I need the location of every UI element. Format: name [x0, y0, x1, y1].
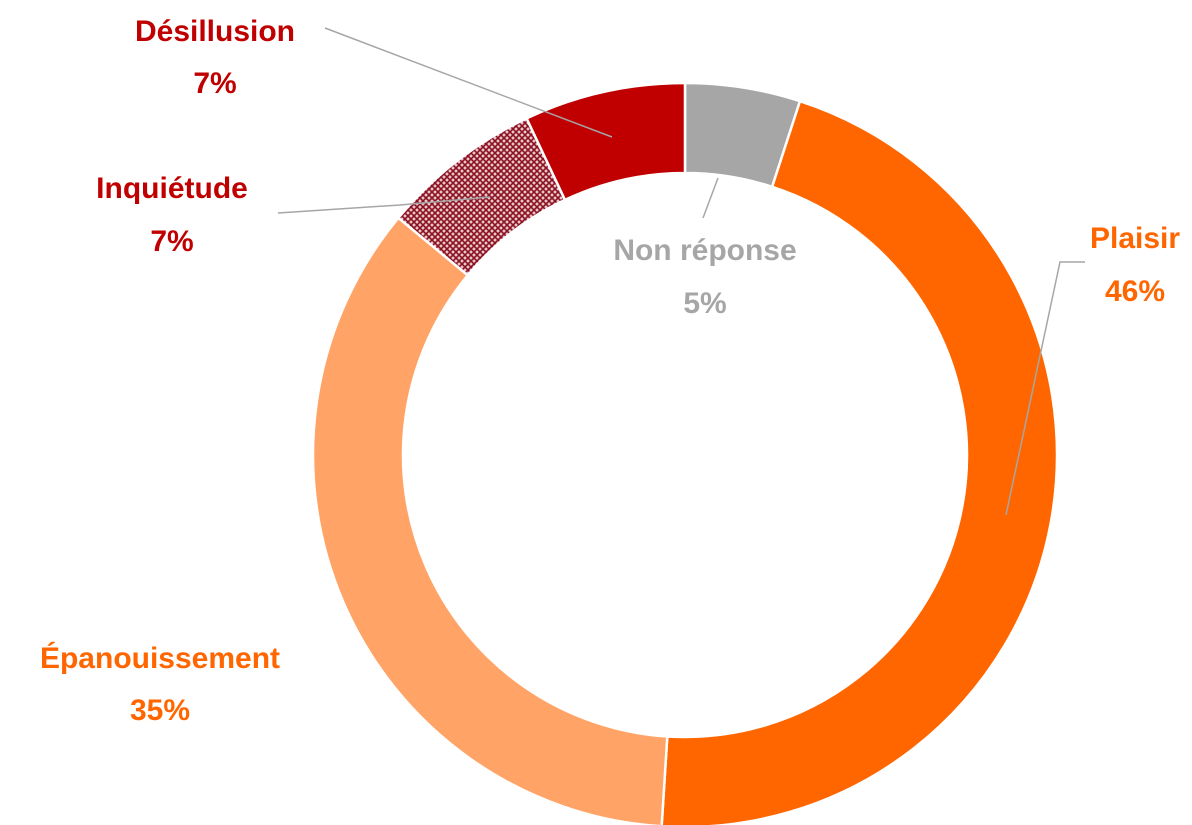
slice-label: Plaisir [1090, 222, 1180, 255]
slice [524, 81, 687, 202]
slice-label: Épanouissement [40, 641, 280, 675]
slice [311, 216, 669, 825]
leader-line [702, 177, 719, 219]
slices [311, 81, 1059, 825]
leader-line [277, 196, 491, 214]
value-label: 46% [1105, 275, 1165, 308]
slice-label: Désillusion [135, 15, 295, 48]
value-label: 7% [150, 225, 193, 258]
leader-line [1005, 261, 1085, 516]
slice-label: Non réponse [613, 234, 796, 267]
slice [660, 99, 1059, 825]
value-label: 35% [130, 694, 190, 727]
value-label: 5% [683, 287, 726, 320]
value-label: 7% [193, 67, 236, 100]
slice-label: Inquiétude [96, 172, 248, 205]
leader-line [324, 27, 613, 138]
